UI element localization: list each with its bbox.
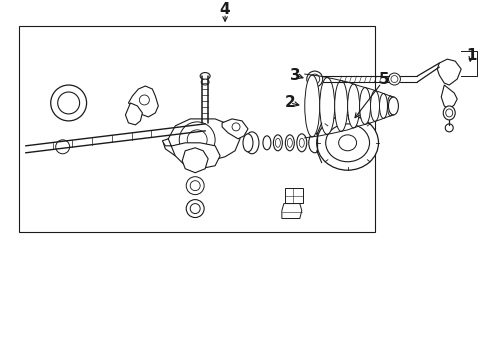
Ellipse shape <box>200 73 210 80</box>
Ellipse shape <box>319 77 335 134</box>
Ellipse shape <box>391 76 398 82</box>
Text: 2: 2 <box>285 95 295 111</box>
Text: 1: 1 <box>466 48 476 63</box>
Ellipse shape <box>379 94 388 118</box>
Ellipse shape <box>339 135 357 151</box>
Ellipse shape <box>186 177 204 195</box>
Ellipse shape <box>245 132 259 154</box>
Ellipse shape <box>299 138 304 147</box>
Polygon shape <box>441 85 457 109</box>
Polygon shape <box>282 204 302 219</box>
Ellipse shape <box>360 87 370 125</box>
Polygon shape <box>182 148 208 173</box>
Polygon shape <box>128 86 158 117</box>
Ellipse shape <box>370 90 379 121</box>
Ellipse shape <box>186 199 204 217</box>
Ellipse shape <box>243 134 253 152</box>
Ellipse shape <box>388 96 393 116</box>
Ellipse shape <box>335 81 347 131</box>
Ellipse shape <box>389 73 400 85</box>
Ellipse shape <box>51 85 87 121</box>
Ellipse shape <box>305 75 319 137</box>
Ellipse shape <box>263 136 271 150</box>
Ellipse shape <box>317 116 378 170</box>
Polygon shape <box>163 119 240 161</box>
Ellipse shape <box>446 109 453 117</box>
Ellipse shape <box>58 92 79 114</box>
Text: 3: 3 <box>290 68 300 82</box>
Ellipse shape <box>307 71 323 87</box>
Bar <box>285 188 303 203</box>
Circle shape <box>179 122 215 158</box>
Bar <box>19 26 374 233</box>
Ellipse shape <box>326 124 369 162</box>
Polygon shape <box>222 119 248 139</box>
Ellipse shape <box>443 106 455 120</box>
Ellipse shape <box>275 138 280 147</box>
Ellipse shape <box>310 74 319 84</box>
Circle shape <box>187 130 207 150</box>
Ellipse shape <box>56 140 70 154</box>
Ellipse shape <box>287 138 293 147</box>
Ellipse shape <box>389 97 398 115</box>
Ellipse shape <box>190 204 200 213</box>
Ellipse shape <box>445 124 453 132</box>
Ellipse shape <box>201 79 209 85</box>
Circle shape <box>232 123 240 131</box>
Polygon shape <box>162 139 220 169</box>
Polygon shape <box>125 103 143 125</box>
Ellipse shape <box>273 135 282 151</box>
Ellipse shape <box>347 84 360 128</box>
Text: 4: 4 <box>220 2 230 17</box>
Circle shape <box>139 95 149 105</box>
Text: 5: 5 <box>379 72 390 86</box>
Ellipse shape <box>285 135 294 151</box>
Polygon shape <box>437 59 461 85</box>
Ellipse shape <box>297 134 307 152</box>
Ellipse shape <box>309 133 321 153</box>
Ellipse shape <box>190 181 200 191</box>
